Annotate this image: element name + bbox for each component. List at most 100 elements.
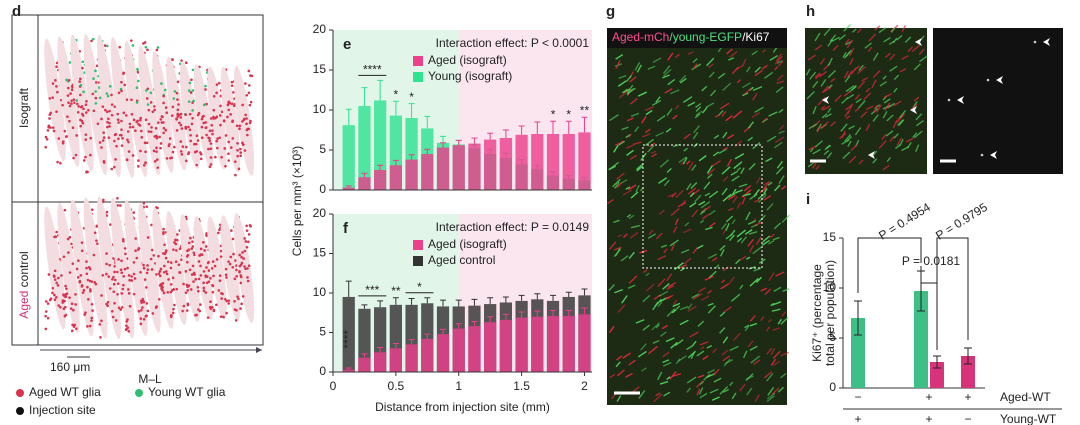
cell-dot [190, 247, 194, 251]
cell-dot [147, 122, 151, 126]
tissue-section [233, 65, 255, 177]
cell-streak [892, 119, 898, 129]
cell-dot [247, 264, 251, 268]
cell-dot [86, 285, 89, 289]
cell-dot [167, 260, 170, 264]
cell-dot [82, 107, 85, 111]
cell-dot [126, 130, 130, 133]
arrowhead [915, 38, 922, 46]
cell-dot [110, 93, 113, 97]
cell-dot [53, 293, 56, 297]
cell-streak [883, 37, 891, 43]
cell-streak [655, 392, 661, 397]
cell-dot [224, 273, 228, 277]
cell-dot [55, 230, 58, 234]
cell-dot [241, 295, 245, 298]
cell-streak [607, 198, 614, 205]
error-bar [392, 343, 399, 349]
cell-dot [86, 278, 90, 282]
cell-streak [618, 75, 627, 79]
cell-dot [178, 271, 182, 274]
cell-dot [68, 61, 72, 64]
significance-stars: ** [580, 103, 590, 117]
cell-streak [679, 77, 687, 84]
cell-dot [238, 270, 241, 273]
cell-dot [113, 270, 116, 274]
cell-streak [762, 49, 767, 53]
cell-streak [734, 140, 743, 148]
cell-dot [120, 292, 124, 295]
cell-dot [184, 125, 187, 129]
cell-dot [90, 208, 94, 212]
ki67-dot [986, 78, 990, 82]
cell-streak [740, 167, 745, 175]
cell-streak [630, 191, 639, 199]
cell-dot [81, 66, 84, 70]
significance-stars: ** [391, 284, 401, 298]
condition-sign: − [854, 390, 861, 404]
bar [468, 143, 481, 190]
arrowhead [996, 76, 1003, 84]
cell-streak [645, 272, 650, 277]
cell-dot [54, 79, 57, 82]
cell-dot [146, 48, 149, 52]
cell-streak [695, 106, 702, 112]
cell-streak [655, 324, 660, 329]
cell-dot [175, 249, 178, 252]
cell-dot [132, 292, 136, 296]
y-tick-label: 20 [313, 206, 327, 220]
cell-dot [76, 276, 80, 279]
error-bar [408, 103, 415, 118]
cell-dot [101, 139, 105, 142]
cell-dot [136, 67, 139, 71]
error-bar [361, 87, 368, 106]
cell-dot [134, 249, 137, 252]
cell-streak [884, 52, 891, 58]
cell-dot [116, 204, 120, 207]
cell-streak [736, 79, 742, 84]
error-bar [377, 79, 384, 101]
cell-dot [228, 262, 232, 266]
cell-streak [670, 243, 676, 252]
cell-dot [48, 117, 51, 120]
condition-sign: − [964, 412, 971, 425]
cell-streak [609, 373, 616, 379]
cell-dot [164, 249, 168, 252]
cell-dot [162, 131, 165, 135]
cell-dot [98, 141, 102, 144]
cell-streak [821, 113, 828, 119]
cell-dot [175, 129, 179, 132]
cell-dot [92, 77, 95, 80]
cell-streak [658, 177, 668, 184]
cell-dot [117, 121, 120, 124]
cell-dot [184, 61, 188, 65]
cell-dot [139, 116, 143, 120]
cell-dot [123, 247, 127, 250]
cell-dot [175, 287, 179, 291]
cell-streak [778, 124, 785, 131]
cell-dot [122, 72, 125, 75]
cell-streak [761, 239, 770, 246]
bar [546, 315, 560, 372]
cell-streak [722, 131, 728, 139]
cell-dot [75, 327, 78, 330]
tissue-section [44, 38, 66, 162]
cell-dot [81, 291, 85, 294]
cell-dot [74, 153, 78, 157]
cell-dot [149, 91, 153, 95]
cell-dot [44, 300, 48, 303]
bar [515, 317, 528, 372]
cell-streak [645, 109, 653, 116]
cell-dot [55, 296, 58, 299]
cell-dot [163, 243, 166, 247]
cell-streak [760, 316, 765, 322]
cell-dot [80, 119, 84, 123]
cell-dot [124, 252, 127, 256]
cell-dot [48, 298, 52, 302]
tissue-section [233, 212, 255, 324]
bar [358, 308, 371, 372]
cell-dot [190, 78, 193, 82]
cell-dot [74, 293, 77, 296]
cell-streak [755, 276, 762, 284]
cell-dot [93, 231, 97, 235]
